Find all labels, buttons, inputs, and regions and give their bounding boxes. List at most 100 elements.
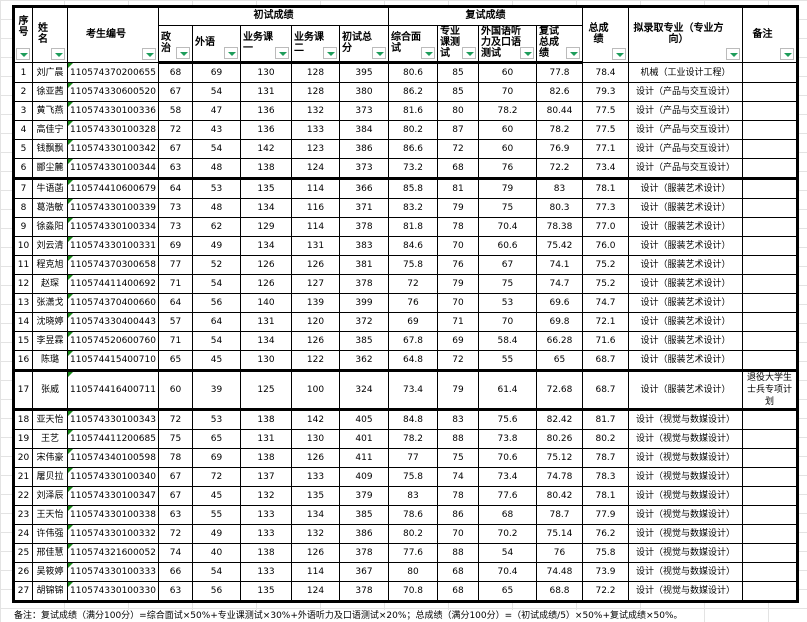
cell-total[interactable]: 77.0 [582, 217, 629, 237]
cell-major[interactable]: 设计（服装艺术设计） [628, 217, 743, 237]
cell-id[interactable]: 110574415400710 [67, 350, 159, 372]
cell-major-test[interactable]: 88 [437, 543, 479, 563]
cell-name[interactable]: 黄飞燕 [32, 101, 68, 121]
cell-major[interactable]: 设计（视觉与数媒设计） [628, 448, 743, 468]
cell-major[interactable]: 设计（视觉与数媒设计） [628, 505, 743, 525]
cell-major-test[interactable]: 72 [437, 350, 479, 372]
cell-no[interactable]: 25 [13, 543, 33, 563]
cell-retest-total[interactable]: 75.14 [536, 524, 583, 544]
cell-remark[interactable] [742, 331, 798, 351]
cell-politics[interactable]: 72 [158, 524, 193, 544]
cell-major-test[interactable]: 74 [437, 467, 479, 487]
cell-major[interactable]: 设计（视觉与数媒设计） [628, 486, 743, 506]
cell-total[interactable]: 68.7 [582, 370, 629, 411]
cell-major-test[interactable]: 79 [437, 370, 479, 411]
cell-course1[interactable]: 137 [240, 467, 292, 487]
cell-name[interactable]: 牛语菡 [32, 178, 68, 199]
cell-retest-total[interactable]: 76 [536, 543, 583, 563]
cell-course1[interactable]: 126 [240, 274, 292, 294]
cell-remark[interactable] [742, 274, 798, 294]
cell-no[interactable]: 15 [13, 331, 33, 351]
cell-course2[interactable]: 114 [291, 562, 340, 582]
cell-no[interactable]: 3 [13, 101, 33, 121]
cell-oral-test[interactable]: 78.2 [478, 101, 537, 121]
cell-interview[interactable]: 76 [388, 293, 438, 313]
cell-total[interactable]: 72.1 [582, 312, 629, 332]
cell-course2[interactable]: 116 [291, 198, 340, 218]
cell-politics[interactable]: 68 [158, 62, 193, 83]
filter-dropdown-button[interactable] [275, 47, 289, 59]
cell-major-test[interactable]: 75 [437, 448, 479, 468]
cell-major[interactable]: 设计（产品与交互设计） [628, 139, 743, 159]
cell-oral-test[interactable]: 79 [478, 178, 537, 199]
cell-interview[interactable]: 84.8 [388, 409, 438, 430]
cell-course2[interactable]: 122 [291, 350, 340, 372]
cell-retest-total[interactable]: 82.6 [536, 82, 583, 102]
cell-course2[interactable]: 114 [291, 178, 340, 199]
cell-name[interactable]: 钱飘飘 [32, 139, 68, 159]
cell-oral-test[interactable]: 77.6 [478, 486, 537, 506]
cell-oral-test[interactable]: 60 [478, 120, 537, 140]
cell-politics[interactable]: 64 [158, 178, 193, 199]
cell-foreign[interactable]: 54 [192, 562, 241, 582]
cell-politics[interactable]: 78 [158, 448, 193, 468]
cell-interview[interactable]: 78.6 [388, 505, 438, 525]
cell-total[interactable]: 74.7 [582, 293, 629, 313]
cell-major[interactable]: 机械（工业设计工程） [628, 62, 743, 83]
cell-prelim-total[interactable]: 380 [339, 82, 389, 102]
cell-interview[interactable]: 64.8 [388, 350, 438, 372]
cell-course1[interactable]: 130 [240, 62, 292, 83]
cell-oral-test[interactable]: 60 [478, 62, 537, 83]
cell-course2[interactable]: 126 [291, 331, 340, 351]
cell-id[interactable]: 110574411200685 [67, 429, 159, 449]
cell-name[interactable]: 刘广晨 [32, 62, 68, 83]
cell-no[interactable]: 13 [13, 293, 33, 313]
cell-id[interactable]: 110574330400443 [67, 312, 159, 332]
cell-total[interactable]: 73.4 [582, 158, 629, 180]
cell-remark[interactable] [742, 505, 798, 525]
cell-remark[interactable] [742, 158, 798, 180]
cell-name[interactable]: 高佳宁 [32, 120, 68, 140]
cell-course2[interactable]: 126 [291, 448, 340, 468]
cell-politics[interactable]: 63 [158, 581, 193, 602]
cell-remark[interactable] [742, 562, 798, 582]
cell-retest-total[interactable]: 75.42 [536, 236, 583, 256]
cell-course1[interactable]: 134 [240, 331, 292, 351]
cell-major-test[interactable]: 71 [437, 312, 479, 332]
cell-total[interactable]: 77.5 [582, 120, 629, 140]
cell-remark[interactable] [742, 543, 798, 563]
cell-prelim-total[interactable]: 381 [339, 255, 389, 275]
cell-total[interactable]: 77.9 [582, 505, 629, 525]
cell-foreign[interactable]: 54 [192, 139, 241, 159]
cell-course2[interactable]: 134 [291, 505, 340, 525]
cell-no[interactable]: 23 [13, 505, 33, 525]
cell-interview[interactable]: 70.8 [388, 581, 438, 602]
cell-name[interactable]: 刘泽辰 [32, 486, 68, 506]
cell-course1[interactable]: 125 [240, 370, 292, 411]
cell-no[interactable]: 24 [13, 524, 33, 544]
cell-total[interactable]: 78.4 [582, 62, 629, 83]
cell-total[interactable]: 75.2 [582, 255, 629, 275]
cell-major-test[interactable]: 72 [437, 139, 479, 159]
cell-id[interactable]: 110574330100340 [67, 467, 159, 487]
cell-no[interactable]: 11 [13, 255, 33, 275]
cell-foreign[interactable]: 64 [192, 312, 241, 332]
cell-major-test[interactable]: 70 [437, 293, 479, 313]
cell-id[interactable]: 110574321600052 [67, 543, 159, 563]
cell-id[interactable]: 110574520600760 [67, 331, 159, 351]
cell-retest-total[interactable]: 74.78 [536, 467, 583, 487]
cell-no[interactable]: 22 [13, 486, 33, 506]
cell-oral-test[interactable]: 68 [478, 505, 537, 525]
cell-prelim-total[interactable]: 362 [339, 350, 389, 372]
cell-prelim-total[interactable]: 386 [339, 524, 389, 544]
cell-major-test[interactable]: 79 [437, 198, 479, 218]
cell-remark[interactable] [742, 467, 798, 487]
cell-id[interactable]: 110574330100338 [67, 505, 159, 525]
filter-dropdown-button[interactable] [16, 48, 30, 60]
filter-dropdown-button[interactable] [726, 48, 740, 60]
cell-major-test[interactable]: 68 [437, 581, 479, 602]
cell-course1[interactable]: 129 [240, 217, 292, 237]
cell-major[interactable]: 设计（视觉与数媒设计） [628, 409, 743, 430]
cell-remark[interactable] [742, 581, 798, 602]
cell-interview[interactable]: 86.2 [388, 82, 438, 102]
